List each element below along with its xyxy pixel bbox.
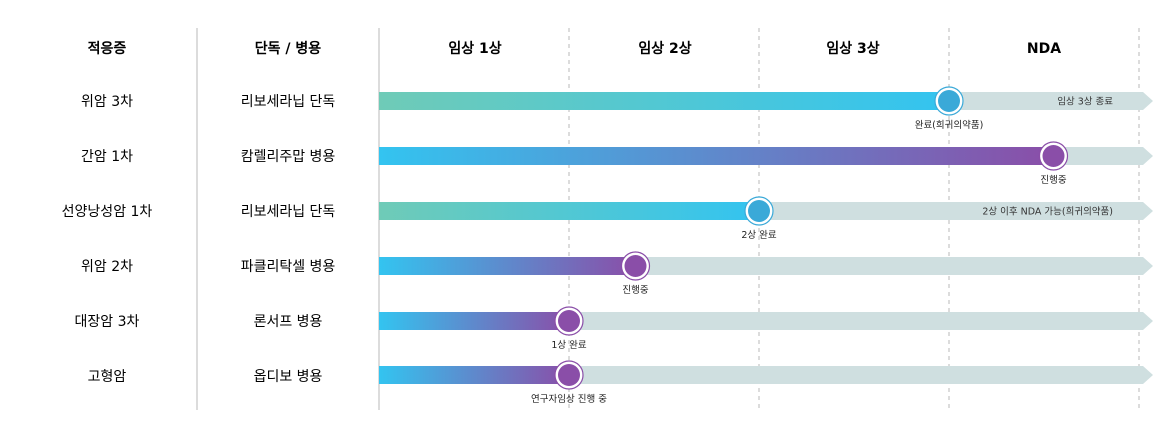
progress-fill bbox=[379, 92, 949, 110]
progress-marker-dot bbox=[558, 364, 580, 386]
header-phase-1: 임상 1상 bbox=[448, 41, 501, 57]
status-text: 2상 이후 NDA 가능(희귀의약품) bbox=[982, 206, 1113, 218]
row-5-regimen: 론서프 병용 bbox=[254, 314, 323, 330]
progress-fill bbox=[379, 312, 569, 330]
header-indication: 적응증 bbox=[88, 40, 127, 57]
row-3-regimen: 리보세라닙 단독 bbox=[241, 204, 336, 220]
progress-marker-dot bbox=[938, 90, 960, 112]
progress-marker-label: 진행중 bbox=[622, 284, 648, 296]
row-3-indication: 선양낭성암 1차 bbox=[62, 204, 153, 220]
header-phase-3: 임상 3상 bbox=[826, 41, 879, 57]
row-4-regimen: 파클리탁셀 병용 bbox=[241, 259, 336, 275]
row-6-indication: 고형암 bbox=[88, 369, 127, 385]
status-text: 임상 3상 종료 bbox=[1057, 96, 1113, 108]
progress-fill bbox=[379, 366, 569, 384]
progress-marker-dot bbox=[624, 255, 647, 277]
progress-marker-label: 완료(희귀의약품) bbox=[915, 119, 984, 131]
row-2-regimen: 캄렐리주맙 병용 bbox=[241, 149, 336, 165]
row-1-indication: 위암 3차 bbox=[81, 94, 133, 110]
row-4-indication: 위암 2차 bbox=[81, 259, 133, 275]
progress-marker-dot bbox=[558, 310, 580, 332]
header-nda: NDA bbox=[1027, 41, 1061, 57]
progress-marker-label: 연구자임상 진행 중 bbox=[531, 393, 607, 405]
progress-marker-label: 진행중 bbox=[1040, 174, 1066, 186]
row-2-indication: 간암 1차 bbox=[81, 149, 133, 165]
progress-fill bbox=[379, 202, 759, 220]
header-phase-2: 임상 2상 bbox=[638, 41, 691, 57]
progress-fill bbox=[379, 147, 1054, 165]
row-5-indication: 대장암 3차 bbox=[75, 314, 140, 330]
row-6-regimen: 옵디보 병용 bbox=[254, 369, 323, 385]
progress-marker-label: 1상 완료 bbox=[551, 340, 587, 351]
row-1-regimen: 리보세라닙 단독 bbox=[241, 94, 336, 110]
progress-marker-label: 2상 완료 bbox=[741, 230, 777, 241]
progress-fill bbox=[379, 257, 636, 275]
header-regimen: 단독 / 병용 bbox=[255, 40, 322, 57]
progress-marker-dot bbox=[748, 200, 770, 222]
progress-marker-dot bbox=[1042, 145, 1065, 167]
